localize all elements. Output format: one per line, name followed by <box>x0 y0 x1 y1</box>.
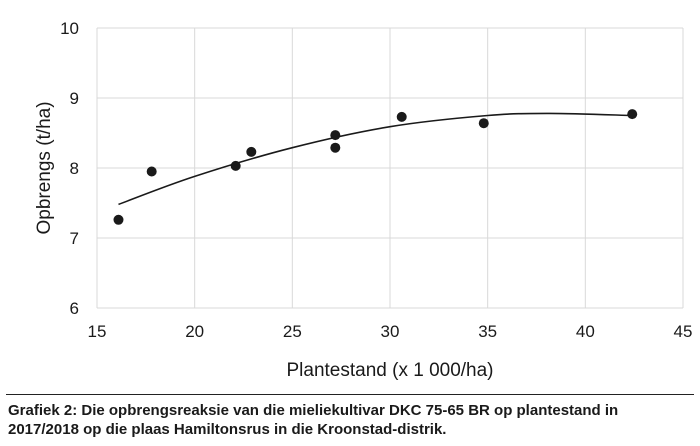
trendline-group <box>118 112 633 206</box>
data-point-7 <box>478 118 489 129</box>
grid-lines <box>96 27 684 309</box>
x-tick-label-0: 15 <box>88 322 107 341</box>
x-tick-label-4: 35 <box>478 322 497 341</box>
y-tick-label-0: 6 <box>70 299 79 318</box>
y-tick-labels: 6 7 8 9 10 <box>60 19 79 318</box>
y-tick-label-2: 8 <box>70 159 79 178</box>
x-tick-label-2: 25 <box>283 322 302 341</box>
data-point-5 <box>330 142 341 153</box>
data-points <box>113 109 638 225</box>
x-tick-label-6: 45 <box>674 322 693 341</box>
figure-caption: Grafiek 2: Die opbrengsreaksie van die m… <box>8 401 694 439</box>
y-tick-label-4: 10 <box>60 19 79 38</box>
x-tick-label-5: 40 <box>576 322 595 341</box>
data-point-1 <box>146 166 157 177</box>
data-point-2 <box>230 160 241 171</box>
x-tick-labels: 15 20 25 30 35 40 45 <box>88 322 693 341</box>
data-point-4 <box>330 130 341 141</box>
x-tick-label-1: 20 <box>185 322 204 341</box>
y-tick-label-1: 7 <box>70 229 79 248</box>
scatter-chart: 15 20 25 30 35 40 45 6 7 8 9 10 Plantestand (x 1 0… <box>34 19 693 381</box>
data-point-8 <box>627 109 638 120</box>
y-tick-label-3: 9 <box>70 89 79 108</box>
caption-divider <box>6 394 694 395</box>
data-point-3 <box>246 146 257 157</box>
trendline <box>118 112 633 206</box>
x-tick-label-3: 30 <box>381 322 400 341</box>
caption-line-1: Grafiek 2: Die opbrengsreaksie van die m… <box>8 402 619 419</box>
x-axis-title: Plantestand (x 1 000/ha) <box>286 360 493 381</box>
data-point-6 <box>396 111 407 122</box>
data-point-0 <box>113 214 124 225</box>
caption-line-2: 2017/2018 op die plaas Hamiltonsrus in d… <box>8 421 447 438</box>
y-axis-title: Opbrengs (t/ha) <box>34 101 55 234</box>
